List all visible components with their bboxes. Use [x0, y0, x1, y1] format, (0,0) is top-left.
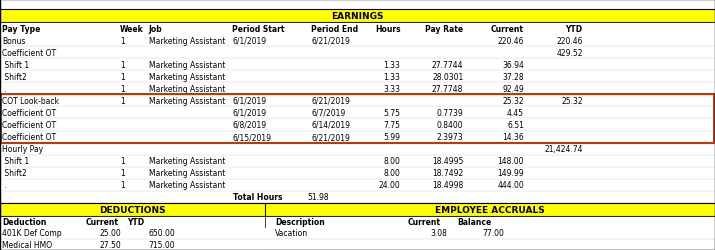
Text: 4.45: 4.45 — [507, 108, 524, 118]
Text: 25.32: 25.32 — [503, 96, 524, 106]
Polygon shape — [0, 155, 715, 167]
Text: 1.33: 1.33 — [383, 73, 400, 82]
Text: Marketing Assistant: Marketing Assistant — [149, 96, 225, 106]
Text: Job: Job — [149, 24, 162, 34]
Text: 148.00: 148.00 — [498, 156, 524, 165]
Text: Marketing Assistant: Marketing Assistant — [149, 85, 225, 94]
Text: Marketing Assistant: Marketing Assistant — [149, 73, 225, 82]
Polygon shape — [0, 238, 265, 250]
Text: Coefficient OT: Coefficient OT — [2, 120, 56, 130]
Text: 18.4998: 18.4998 — [432, 180, 463, 189]
Text: 6/15/2019: 6/15/2019 — [232, 132, 272, 141]
Text: 650.00: 650.00 — [149, 228, 175, 237]
Text: Current: Current — [86, 217, 119, 226]
Text: Bonus: Bonus — [2, 37, 26, 46]
Text: Deduction: Deduction — [2, 217, 46, 226]
Text: Hourly Pay: Hourly Pay — [2, 144, 44, 154]
Text: Marketing Assistant: Marketing Assistant — [149, 180, 225, 189]
Text: 5.99: 5.99 — [383, 132, 400, 141]
Text: 220.46: 220.46 — [556, 37, 583, 46]
Text: 1: 1 — [120, 85, 125, 94]
Text: 6/1/2019: 6/1/2019 — [232, 108, 267, 118]
Polygon shape — [0, 35, 715, 47]
Text: Description: Description — [275, 217, 325, 226]
Text: 8.00: 8.00 — [383, 156, 400, 165]
Polygon shape — [0, 203, 715, 216]
Text: 3.08: 3.08 — [430, 228, 447, 237]
Text: Period Start: Period Start — [232, 24, 285, 34]
Polygon shape — [0, 23, 715, 35]
Text: 1: 1 — [120, 96, 125, 106]
Text: Shift2: Shift2 — [2, 168, 27, 177]
Text: 6.51: 6.51 — [507, 120, 524, 130]
Text: Coefficient OT: Coefficient OT — [2, 108, 56, 118]
Text: 715.00: 715.00 — [149, 240, 175, 249]
Text: 27.7748: 27.7748 — [432, 85, 463, 94]
Polygon shape — [265, 227, 715, 238]
Polygon shape — [0, 47, 715, 59]
Text: Shift 1: Shift 1 — [2, 156, 29, 165]
Text: Marketing Assistant: Marketing Assistant — [149, 168, 225, 177]
Text: Marketing Assistant: Marketing Assistant — [149, 61, 225, 70]
Polygon shape — [0, 131, 715, 143]
Polygon shape — [0, 0, 715, 10]
Text: 2.3973: 2.3973 — [437, 132, 463, 141]
Text: Hours: Hours — [375, 24, 400, 34]
Text: 51.98: 51.98 — [307, 192, 329, 202]
Text: 6/21/2019: 6/21/2019 — [311, 37, 350, 46]
Polygon shape — [0, 119, 715, 131]
Text: 37.28: 37.28 — [503, 73, 524, 82]
Text: 5.75: 5.75 — [383, 108, 400, 118]
Text: 6/8/2019: 6/8/2019 — [232, 120, 267, 130]
Text: 1.33: 1.33 — [383, 61, 400, 70]
Text: EARNINGS: EARNINGS — [331, 12, 384, 21]
Text: 0.7739: 0.7739 — [437, 108, 463, 118]
Text: 1: 1 — [120, 61, 125, 70]
Text: 6/1/2019: 6/1/2019 — [232, 96, 267, 106]
Text: EMPLOYEE ACCRUALS: EMPLOYEE ACCRUALS — [435, 205, 545, 214]
Text: Coefficient OT: Coefficient OT — [2, 49, 56, 58]
Text: Pay Type: Pay Type — [2, 24, 41, 34]
Text: 14.36: 14.36 — [503, 132, 524, 141]
Text: 6/7/2019: 6/7/2019 — [311, 108, 345, 118]
Text: 1: 1 — [120, 156, 125, 165]
Text: YTD: YTD — [566, 24, 583, 34]
Text: 401K Def Comp: 401K Def Comp — [2, 228, 61, 237]
Text: 220.46: 220.46 — [498, 37, 524, 46]
Text: Medical HMO: Medical HMO — [2, 240, 52, 249]
Polygon shape — [0, 203, 715, 250]
Text: 77.00: 77.00 — [482, 228, 504, 237]
Text: 6/14/2019: 6/14/2019 — [311, 120, 350, 130]
Text: Current: Current — [491, 24, 524, 34]
Text: Period End: Period End — [311, 24, 358, 34]
Text: 28.0301: 28.0301 — [432, 73, 463, 82]
Text: Total Hours: Total Hours — [233, 192, 282, 202]
Polygon shape — [0, 216, 715, 227]
Text: 3.33: 3.33 — [383, 85, 400, 94]
Text: 25.00: 25.00 — [100, 228, 122, 237]
Text: Balance: Balance — [458, 217, 492, 226]
Text: 149.99: 149.99 — [498, 168, 524, 177]
Text: DEDUCTIONS: DEDUCTIONS — [99, 205, 166, 214]
Polygon shape — [0, 167, 715, 179]
Polygon shape — [0, 83, 715, 95]
Text: COT Look-back: COT Look-back — [2, 96, 59, 106]
Polygon shape — [0, 143, 715, 155]
Text: Shift 1: Shift 1 — [2, 61, 29, 70]
Text: Week: Week — [120, 24, 144, 34]
Text: Vacation: Vacation — [275, 228, 308, 237]
Text: Current: Current — [408, 217, 440, 226]
Text: 1: 1 — [120, 168, 125, 177]
Text: 21,424.74: 21,424.74 — [544, 144, 583, 154]
Polygon shape — [0, 107, 715, 119]
Text: 6/1/2019: 6/1/2019 — [232, 37, 267, 46]
Text: 6/21/2019: 6/21/2019 — [311, 96, 350, 106]
Text: YTD: YTD — [127, 217, 144, 226]
Text: .: . — [2, 85, 7, 94]
Text: 6/21/2019: 6/21/2019 — [311, 132, 350, 141]
Text: 36.94: 36.94 — [502, 61, 524, 70]
Text: 18.7492: 18.7492 — [432, 168, 463, 177]
Text: 444.00: 444.00 — [498, 180, 524, 189]
Polygon shape — [0, 227, 265, 238]
